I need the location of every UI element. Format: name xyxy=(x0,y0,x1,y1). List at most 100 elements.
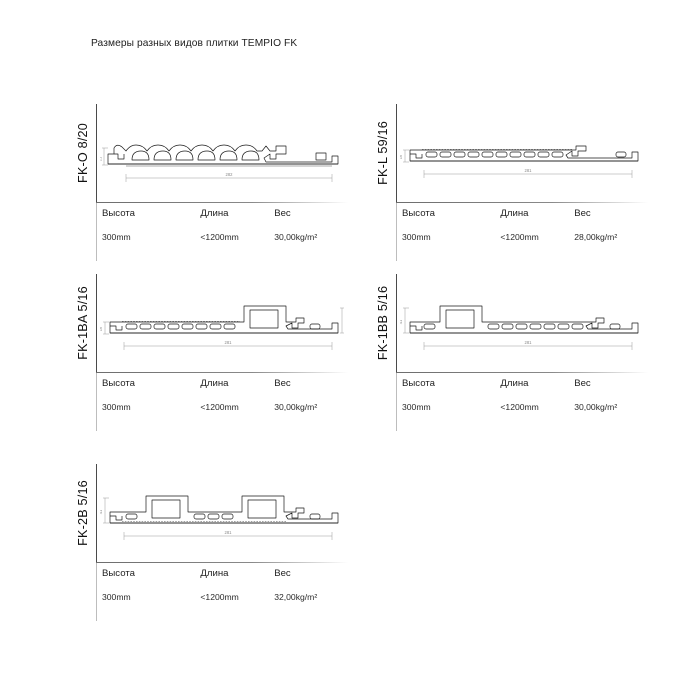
slot-row xyxy=(125,323,321,330)
panel-horizontal-divider xyxy=(96,372,348,373)
spec-value-height: 300mm xyxy=(402,402,431,412)
panel-vertical-divider xyxy=(396,274,397,372)
panel-vertical-divider-lower xyxy=(96,373,97,431)
panel-horizontal-divider xyxy=(96,202,348,203)
spec-header-weight: Вес xyxy=(274,378,291,389)
spec-header-length: Длина xyxy=(200,208,229,219)
panel-vertical-divider xyxy=(96,464,97,562)
dimension-length-text: 282 xyxy=(226,172,234,177)
spec-value-height: 300mm xyxy=(102,402,131,412)
product-panel: FK-O 8/20 xyxy=(70,104,348,264)
profile-drawing-fk-1ba-5-16: 16 281 xyxy=(100,288,346,368)
spec-value-height: 300mm xyxy=(102,232,131,242)
product-panel: FK-1BA 5/16 xyxy=(70,274,348,434)
spec-value-weight: 30,00kg/m² xyxy=(274,232,318,242)
spec-table: Высота Длина Вес 300mm <1200mm 30,00kg/m… xyxy=(402,378,648,412)
raised-box-cavity xyxy=(247,499,277,519)
dimension-length-text: 281 xyxy=(225,340,233,345)
model-label-wrap: FK-L 59/16 xyxy=(370,104,396,202)
spec-header-weight: Вес xyxy=(574,208,591,219)
spec-value-weight: 30,00kg/m² xyxy=(574,402,618,412)
dimension-height-text: 41 xyxy=(100,509,103,514)
raised-box-cavity xyxy=(151,499,181,519)
spec-table: Высота Длина Вес 300mm <1200mm 28,00kg/m… xyxy=(402,208,648,242)
model-label: FK-2B 5/16 xyxy=(76,480,90,546)
slot-row xyxy=(423,323,621,330)
dimension-height-text: 21 xyxy=(100,156,103,161)
panel-vertical-divider xyxy=(396,104,397,202)
spec-header-length: Длина xyxy=(500,208,529,219)
spec-header-row: Высота Длина Вес xyxy=(102,568,348,579)
spec-header-length: Длина xyxy=(200,568,229,579)
panel-vertical-divider-lower xyxy=(396,373,397,431)
spec-header-height: Высота xyxy=(102,208,135,219)
panel-horizontal-divider xyxy=(96,562,348,563)
panel-vertical-divider xyxy=(96,274,97,372)
spec-value-weight: 32,00kg/m² xyxy=(274,592,318,602)
page-title: Размеры разных видов плитки TEMPIO FK xyxy=(91,38,298,49)
panel-horizontal-divider xyxy=(396,202,648,203)
dimension-height-text: 16 xyxy=(100,326,103,331)
spec-value-row: 300mm <1200mm 30,00kg/m² xyxy=(102,219,348,242)
model-label: FK-O 8/20 xyxy=(76,123,90,183)
spec-header-height: Высота xyxy=(402,378,435,389)
spec-value-length: <1200mm xyxy=(200,592,239,602)
model-label-wrap: FK-1BA 5/16 xyxy=(70,274,96,372)
raised-box-cavity xyxy=(445,309,475,329)
spec-value-length: <1200mm xyxy=(500,232,539,242)
slot-row xyxy=(425,151,627,158)
spec-value-height: 300mm xyxy=(102,592,131,602)
model-label-wrap: FK-O 8/20 xyxy=(70,104,96,202)
spec-header-weight: Вес xyxy=(574,378,591,389)
dimension-height-text: 16 xyxy=(400,154,403,159)
spec-table: Высота Длина Вес 300mm <1200mm 30,00kg/m… xyxy=(102,378,348,412)
spec-header-row: Высота Длина Вес xyxy=(102,208,348,219)
dimension-height-text: 41 xyxy=(400,319,403,324)
panel-vertical-divider xyxy=(96,104,97,202)
spec-value-row: 300mm <1200mm 30,00kg/m² xyxy=(402,389,648,412)
profile-drawing-fk-2b-5-16: 41 281 xyxy=(100,478,346,558)
spec-header-weight: Вес xyxy=(274,568,291,579)
raised-box-cavity xyxy=(249,309,279,329)
spec-value-weight: 28,00kg/m² xyxy=(574,232,618,242)
product-panel: FK-1BB 5/16 xyxy=(370,274,648,434)
product-panel: FK-L 59/16 xyxy=(370,104,648,264)
panel-horizontal-divider xyxy=(396,372,648,373)
model-label: FK-1BB 5/16 xyxy=(376,285,390,361)
slot-row xyxy=(125,513,321,520)
panel-vertical-divider-lower xyxy=(396,203,397,261)
model-label-wrap: FK-2B 5/16 xyxy=(70,464,96,562)
spec-header-height: Высота xyxy=(102,568,135,579)
dimension-length-text: 281 xyxy=(525,168,533,173)
spec-table: Высота Длина Вес 300mm <1200mm 32,00kg/m… xyxy=(102,568,348,602)
dimension-length-text: 281 xyxy=(525,340,533,345)
profile-drawing-fk-o-8-20: 21 282 xyxy=(100,118,346,198)
spec-value-row: 300mm <1200mm 28,00kg/m² xyxy=(402,219,648,242)
spec-header-weight: Вес xyxy=(274,208,291,219)
panel-vertical-divider-lower xyxy=(96,563,97,621)
profile-drawing-fk-l-59-16: 16 281 xyxy=(400,118,646,198)
spec-value-length: <1200mm xyxy=(200,232,239,242)
spec-header-row: Высота Длина Вес xyxy=(402,378,648,389)
spec-value-row: 300mm <1200mm 32,00kg/m² xyxy=(102,579,348,602)
spec-header-length: Длина xyxy=(500,378,529,389)
spec-value-length: <1200mm xyxy=(200,402,239,412)
spec-table: Высота Длина Вес 300mm <1200mm 30,00kg/m… xyxy=(102,208,348,242)
panel-vertical-divider-lower xyxy=(96,203,97,261)
model-label: FK-L 59/16 xyxy=(376,121,390,185)
spec-value-row: 300mm <1200mm 30,00kg/m² xyxy=(102,389,348,412)
spec-header-length: Длина xyxy=(200,378,229,389)
spec-value-length: <1200mm xyxy=(500,402,539,412)
spec-header-height: Высота xyxy=(102,378,135,389)
model-label-wrap: FK-1BB 5/16 xyxy=(370,274,396,372)
profile-drawing-fk-1bb-5-16: 41 281 xyxy=(400,288,646,368)
spec-header-row: Высота Длина Вес xyxy=(402,208,648,219)
spec-header-row: Высота Длина Вес xyxy=(102,378,348,389)
spec-value-height: 300mm xyxy=(402,232,431,242)
dimension-length-text: 281 xyxy=(225,530,233,535)
product-panel: FK-2B 5/16 xyxy=(70,464,348,624)
spec-value-weight: 30,00kg/m² xyxy=(274,402,318,412)
model-label: FK-1BA 5/16 xyxy=(76,286,90,360)
spec-header-height: Высота xyxy=(402,208,435,219)
